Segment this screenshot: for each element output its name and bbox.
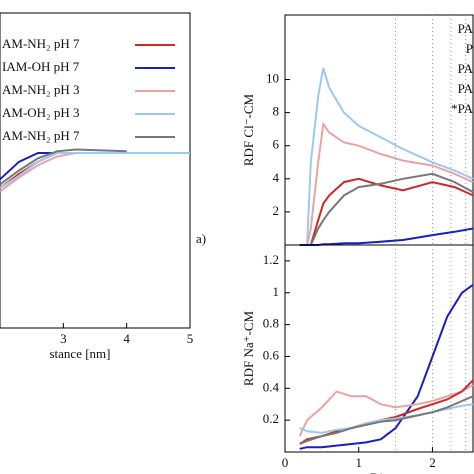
y-axis-label: RDF Cl⁻-CM	[241, 93, 256, 166]
legend-label: AM-NH₂ pH 7	[2, 128, 80, 143]
legend-label: P	[466, 41, 473, 56]
data-line	[0, 152, 190, 193]
x-tick-label: 2	[429, 455, 436, 470]
y-axis-label: RDF Na⁺-CM	[241, 311, 256, 387]
data-line	[299, 67, 474, 246]
y-tick-label: 4	[273, 170, 280, 185]
data-line	[299, 177, 474, 246]
x-tick-label: 5	[187, 331, 194, 346]
x-tick-label: 4	[123, 331, 130, 346]
x-axis-label: Distance	[370, 470, 416, 474]
x-axis-label: stance [nm]	[49, 346, 110, 361]
data-line	[299, 121, 474, 246]
y-tick-label: 1.2	[263, 252, 279, 267]
legend-label: PA	[458, 61, 474, 76]
y-tick-label: 0.6	[263, 347, 280, 362]
y-tick-label: 6	[273, 137, 280, 152]
legend-label: AM-NH₂ pH 7	[2, 36, 80, 51]
data-line	[0, 148, 127, 186]
legend-label: PA	[458, 21, 474, 36]
legend-label: PA	[458, 81, 474, 96]
data-line	[299, 283, 474, 450]
y-tick-label: 0.2	[263, 411, 279, 426]
y-tick-label: 0.4	[263, 379, 280, 394]
panel-label: a)	[196, 231, 206, 246]
plot-frame	[284, 244, 474, 453]
y-tick-label: 1	[273, 284, 280, 299]
x-tick-label: 3	[60, 331, 67, 346]
legend-label: AM-NH₂ pH 3	[2, 82, 79, 97]
data-line	[299, 403, 474, 434]
data-line	[298, 384, 474, 437]
data-line	[0, 152, 190, 181]
data-line	[299, 227, 474, 246]
x-tick-label: 1	[355, 455, 362, 470]
y-tick-label: 0.8	[263, 316, 279, 331]
x-tick-label: 0	[282, 455, 289, 470]
legend-label: IAM-OH pH 7	[2, 59, 80, 74]
legend-label: *PA	[451, 101, 474, 116]
plot-frame	[0, 12, 191, 329]
y-tick-label: 8	[273, 104, 280, 119]
y-tick-label: 10	[266, 71, 279, 86]
legend-label: AM-OH₂ pH 3	[2, 105, 79, 120]
data-line	[299, 395, 474, 445]
y-tick-label: 2	[273, 203, 280, 218]
data-line	[0, 152, 190, 189]
